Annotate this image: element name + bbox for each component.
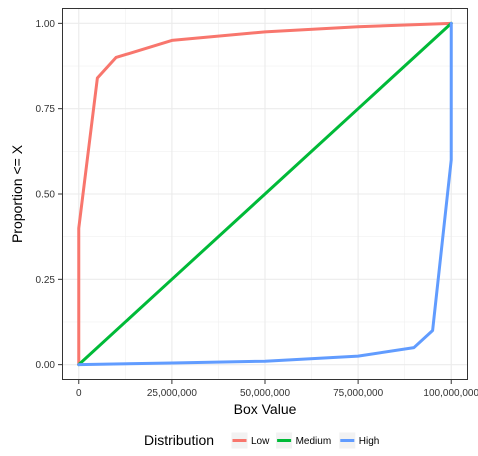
series-line-low [77,21,453,367]
legend-label-low: Low [251,436,270,447]
y-axis-title: Proportion <= X [9,144,25,243]
x-tick-label: 50,000,000 [240,388,290,399]
x-tick-label: 75,000,000 [333,388,383,399]
y-tick-label: 0.00 [36,360,56,371]
y-tick-label: 0.75 [36,104,56,115]
plot-panel-border [62,8,468,380]
axes: 0 25,000,000 50,000,000 75,000,000 100,000,0… [36,19,478,399]
series-line-medium [77,21,453,367]
y-tick-label: 0.25 [36,275,56,286]
series-line-high [77,21,453,367]
legend-label-high: High [359,436,380,447]
x-tick-label: 0 [76,388,82,399]
x-tick-label: 100,000,000 [423,388,478,399]
x-tick-label: 25,000,000 [147,388,197,399]
series-lines [77,21,453,367]
x-axis-title: Box Value [234,401,297,417]
legend: Distribution Low Medium High [144,431,380,450]
y-tick-label: 0.50 [36,190,56,201]
legend-title: Distribution [144,432,214,448]
y-tick-label: 1.00 [36,19,56,30]
legend-label-medium: Medium [296,436,332,447]
